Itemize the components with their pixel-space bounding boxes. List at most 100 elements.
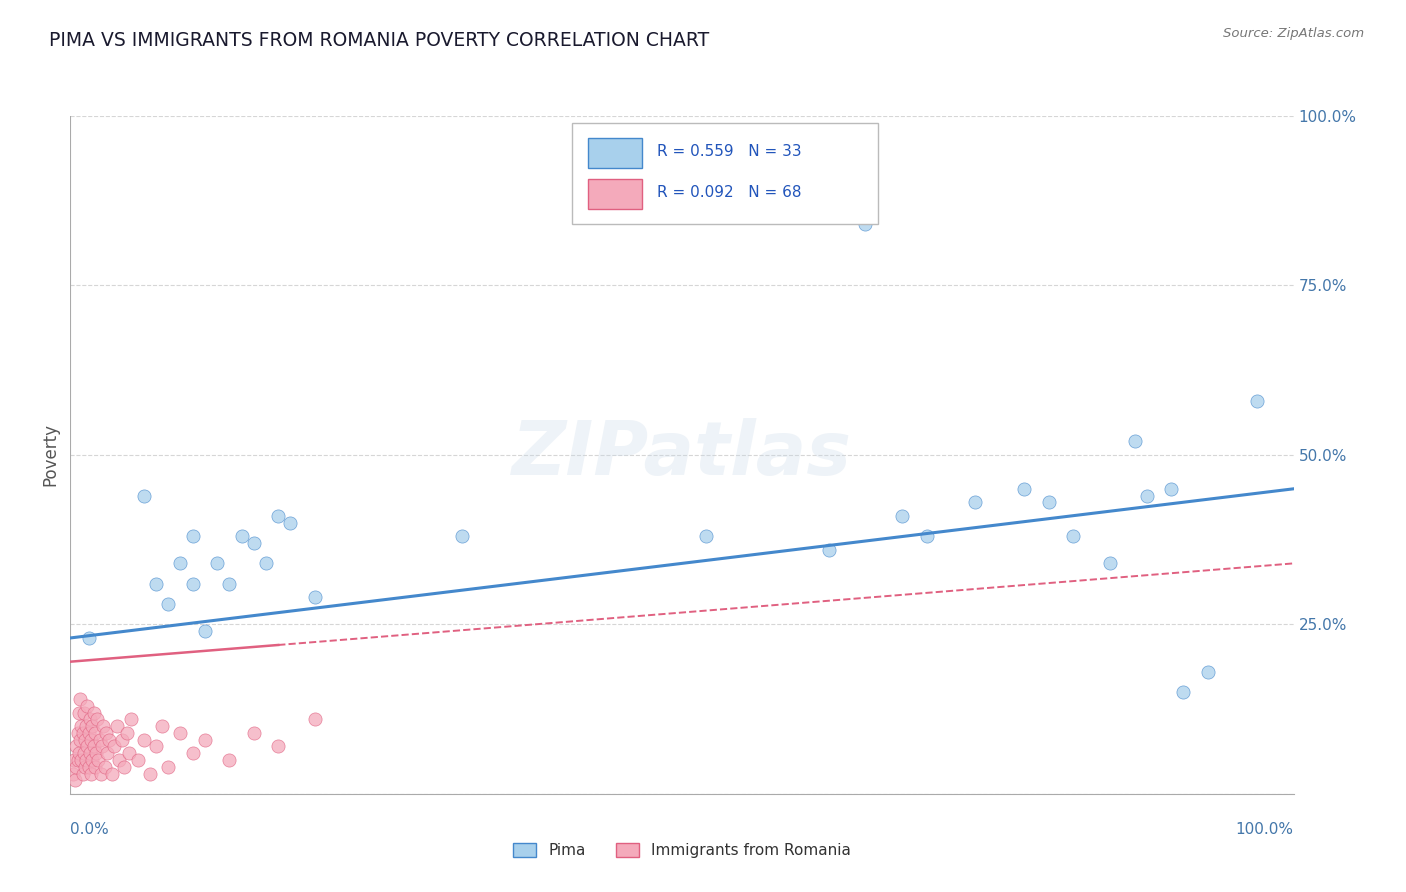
Point <box>243 726 266 740</box>
Point <box>83 760 105 774</box>
Point <box>1246 393 1268 408</box>
Point <box>80 766 103 780</box>
Point <box>194 624 217 639</box>
Point <box>80 732 103 747</box>
Point <box>62 766 84 780</box>
Point <box>89 732 111 747</box>
Point <box>73 746 96 760</box>
Point <box>817 542 839 557</box>
Point <box>1123 434 1146 449</box>
Point <box>1099 557 1122 571</box>
Point <box>157 760 180 774</box>
Point <box>1136 489 1159 503</box>
Point <box>63 753 86 767</box>
Point <box>65 739 87 754</box>
Point <box>77 726 100 740</box>
Point <box>280 516 302 530</box>
Point <box>169 557 191 571</box>
Point <box>218 576 240 591</box>
Point <box>63 773 86 788</box>
Point <box>93 760 115 774</box>
Point <box>76 698 98 713</box>
Point <box>73 732 96 747</box>
Text: R = 0.559   N = 33: R = 0.559 N = 33 <box>658 145 801 160</box>
Point <box>77 760 100 774</box>
Point <box>103 739 125 754</box>
Point <box>70 719 93 733</box>
Point <box>267 739 290 754</box>
Point <box>121 712 143 726</box>
Point <box>91 739 114 754</box>
Point <box>90 766 112 780</box>
Point <box>105 719 128 733</box>
Point <box>94 726 117 740</box>
Point <box>254 557 277 571</box>
Point <box>82 719 104 733</box>
Point <box>127 753 149 767</box>
Point <box>86 712 108 726</box>
Point <box>145 576 167 591</box>
Point <box>87 753 110 767</box>
Point <box>75 719 97 733</box>
Point <box>73 760 96 774</box>
Legend: Pima, Immigrants from Romania: Pima, Immigrants from Romania <box>506 837 858 864</box>
Point <box>79 712 101 726</box>
Point <box>1014 482 1036 496</box>
Point <box>84 746 107 760</box>
Point <box>304 712 326 726</box>
Point <box>83 706 105 720</box>
Point <box>194 732 217 747</box>
Point <box>79 746 101 760</box>
Point <box>115 726 138 740</box>
Point <box>101 766 124 780</box>
Point <box>67 746 90 760</box>
Text: ZIPatlas: ZIPatlas <box>512 418 852 491</box>
Point <box>98 732 121 747</box>
Point <box>72 766 94 780</box>
Point <box>915 529 938 543</box>
Point <box>118 746 141 760</box>
Point <box>132 732 155 747</box>
Point <box>157 597 180 611</box>
Point <box>695 529 717 543</box>
Point <box>450 529 472 543</box>
Text: 0.0%: 0.0% <box>70 822 110 837</box>
Point <box>65 760 87 774</box>
Point <box>75 753 97 767</box>
Point <box>72 726 94 740</box>
Point <box>67 706 90 720</box>
Point <box>69 692 91 706</box>
Text: PIMA VS IMMIGRANTS FROM ROMANIA POVERTY CORRELATION CHART: PIMA VS IMMIGRANTS FROM ROMANIA POVERTY … <box>49 31 710 50</box>
Point <box>304 591 326 605</box>
Point <box>66 753 89 767</box>
Point <box>69 732 91 747</box>
Point <box>891 508 914 523</box>
Point <box>73 706 96 720</box>
Point <box>1197 665 1219 679</box>
Point <box>181 746 204 760</box>
Point <box>267 508 290 523</box>
Point <box>181 529 204 543</box>
Point <box>112 760 135 774</box>
Point <box>1173 685 1195 699</box>
Point <box>91 719 114 733</box>
Point <box>1038 495 1060 509</box>
Point <box>243 536 266 550</box>
Point <box>965 495 987 509</box>
Point <box>145 739 167 754</box>
Point <box>66 726 89 740</box>
Point <box>1062 529 1084 543</box>
Point <box>855 218 877 232</box>
Point <box>70 753 93 767</box>
Point <box>76 739 98 754</box>
Point <box>96 746 118 760</box>
Point <box>83 726 105 740</box>
Point <box>181 576 204 591</box>
Point <box>111 732 134 747</box>
FancyBboxPatch shape <box>572 123 877 225</box>
Point <box>150 719 173 733</box>
Point <box>132 489 155 503</box>
Point <box>139 766 162 780</box>
Y-axis label: Poverty: Poverty <box>41 424 59 486</box>
FancyBboxPatch shape <box>588 179 641 209</box>
